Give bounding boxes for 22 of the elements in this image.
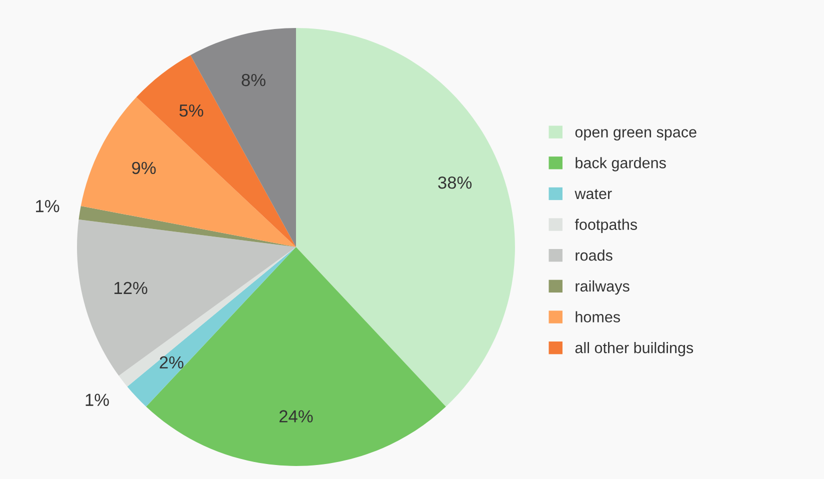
data-label: 5% <box>179 104 204 117</box>
legend-label: open green space <box>575 129 696 141</box>
pie-slice <box>77 220 296 376</box>
legend-label: footpaths <box>574 218 638 233</box>
data-label: 1% <box>86 394 109 406</box>
data-label: 8% <box>242 74 266 86</box>
pie-slice <box>78 206 296 247</box>
pie-slice <box>146 247 446 466</box>
data-label: 9% <box>132 162 156 174</box>
pie-slice <box>80 97 296 247</box>
data-label: 2% <box>160 356 184 369</box>
data-label: 38% <box>438 176 472 189</box>
legend-label: homes <box>576 311 620 322</box>
data-label: 12% <box>114 282 148 294</box>
legend-label: all other buildings <box>575 342 694 356</box>
legend-label: railways <box>576 280 630 295</box>
data-label: 24% <box>280 410 313 422</box>
pie-slice <box>296 28 515 407</box>
legend-label: back gardens <box>576 157 666 172</box>
legend-label: roads <box>576 250 612 261</box>
data-label: 1% <box>36 200 60 212</box>
legend-label: water <box>574 189 612 200</box>
